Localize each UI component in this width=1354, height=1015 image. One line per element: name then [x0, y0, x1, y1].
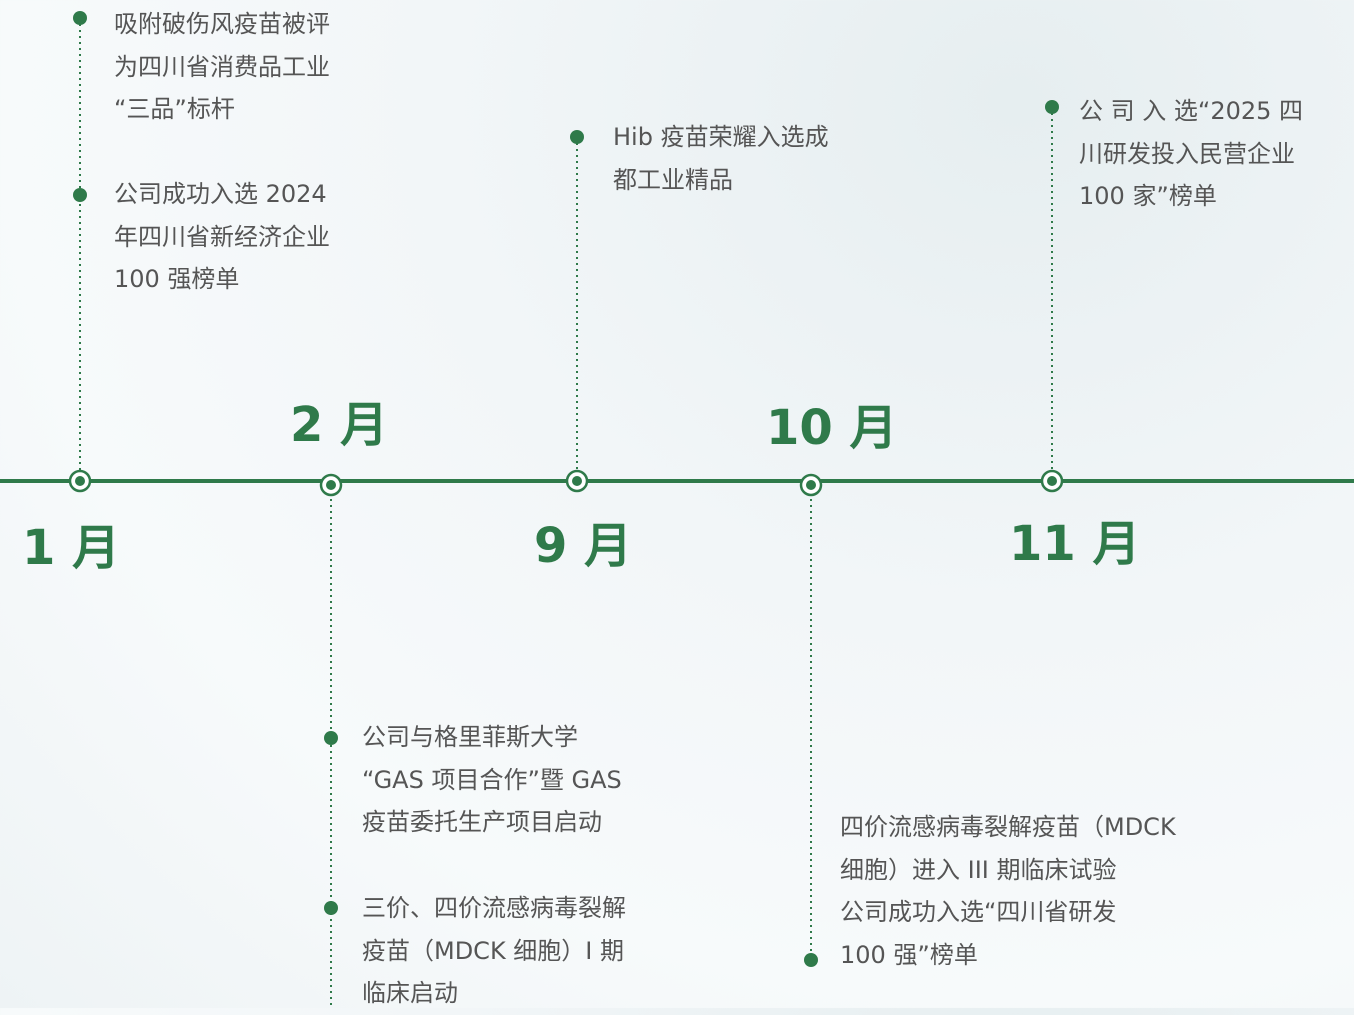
- month-label: 9 月: [534, 518, 633, 574]
- event-line: 细胞）进入 III 期临床试验: [840, 855, 1117, 884]
- event-line: 为四川省消费品工业: [114, 52, 330, 81]
- nodes: [68, 469, 1064, 497]
- event-line: 三价、四价流感病毒裂解: [362, 894, 626, 922]
- event-line: Hib 疫苗荣耀入选成: [613, 123, 829, 151]
- connectors: [79, 18, 1053, 1008]
- event: 三价、四价流感病毒裂解 疫苗（MDCK 细胞）I 期 临床启动: [362, 887, 626, 1015]
- event-line: 100 家”榜单: [1079, 182, 1217, 210]
- event-line: 公司成功入选 2024: [114, 180, 327, 208]
- event: 公 司 入 选“2025 四 川研发投入民营企业 100 家”榜单: [1079, 90, 1303, 218]
- event-line: 公 司 入 选“2025 四: [1079, 97, 1304, 125]
- event-line: 川研发投入民营企业: [1079, 139, 1295, 168]
- event-dots: [73, 11, 1059, 967]
- event-line: 临床启动: [362, 979, 458, 1007]
- event-line: 疫苗委托生产项目启动: [362, 808, 602, 836]
- node: [565, 469, 589, 493]
- event-line: 100 强榜单: [114, 265, 240, 293]
- event-dot: [73, 188, 87, 202]
- event: Hib 疫苗荣耀入选成 都工业精品: [613, 116, 829, 201]
- event-line: 四价流感病毒裂解疫苗（MDCK: [840, 813, 1176, 841]
- node: [799, 473, 823, 497]
- event: 四价流感病毒裂解疫苗（MDCK 细胞）进入 III 期临床试验 公司成功入选“四…: [840, 806, 1176, 976]
- event-dot: [324, 901, 338, 915]
- month-label: 1 月: [22, 520, 121, 576]
- event: 吸附破伤风疫苗被评 为四川省消费品工业 “三品”标杆: [114, 3, 330, 131]
- event-dot: [73, 11, 87, 25]
- event: 公司与格里菲斯大学 “GAS 项目合作”暨 GAS 疫苗委托生产项目启动: [362, 716, 622, 844]
- node: [319, 473, 343, 497]
- event-line: 100 强”榜单: [840, 940, 978, 969]
- event-line: “三品”标杆: [114, 95, 235, 123]
- node: [1040, 469, 1064, 493]
- event-line: 年四川省新经济企业: [114, 222, 330, 251]
- event: 公司成功入选 2024 年四川省新经济企业 100 强榜单: [114, 173, 330, 301]
- event-line: 公司与格里菲斯大学: [362, 723, 578, 751]
- month-label: 10 月: [766, 400, 898, 456]
- event-line: 公司成功入选“四川省研发: [840, 898, 1117, 926]
- event-dot: [570, 130, 584, 144]
- event-dot: [1045, 100, 1059, 114]
- event-line: 疫苗（MDCK 细胞）I 期: [362, 936, 625, 965]
- month-label: 11 月: [1009, 516, 1141, 572]
- month-label: 2 月: [290, 397, 389, 453]
- event-dot: [804, 953, 818, 967]
- node: [68, 469, 92, 493]
- event-dot: [324, 731, 338, 745]
- event-line: 都工业精品: [613, 165, 733, 194]
- event-line: “GAS 项目合作”暨 GAS: [362, 765, 622, 794]
- event-line: 吸附破伤风疫苗被评: [114, 10, 330, 38]
